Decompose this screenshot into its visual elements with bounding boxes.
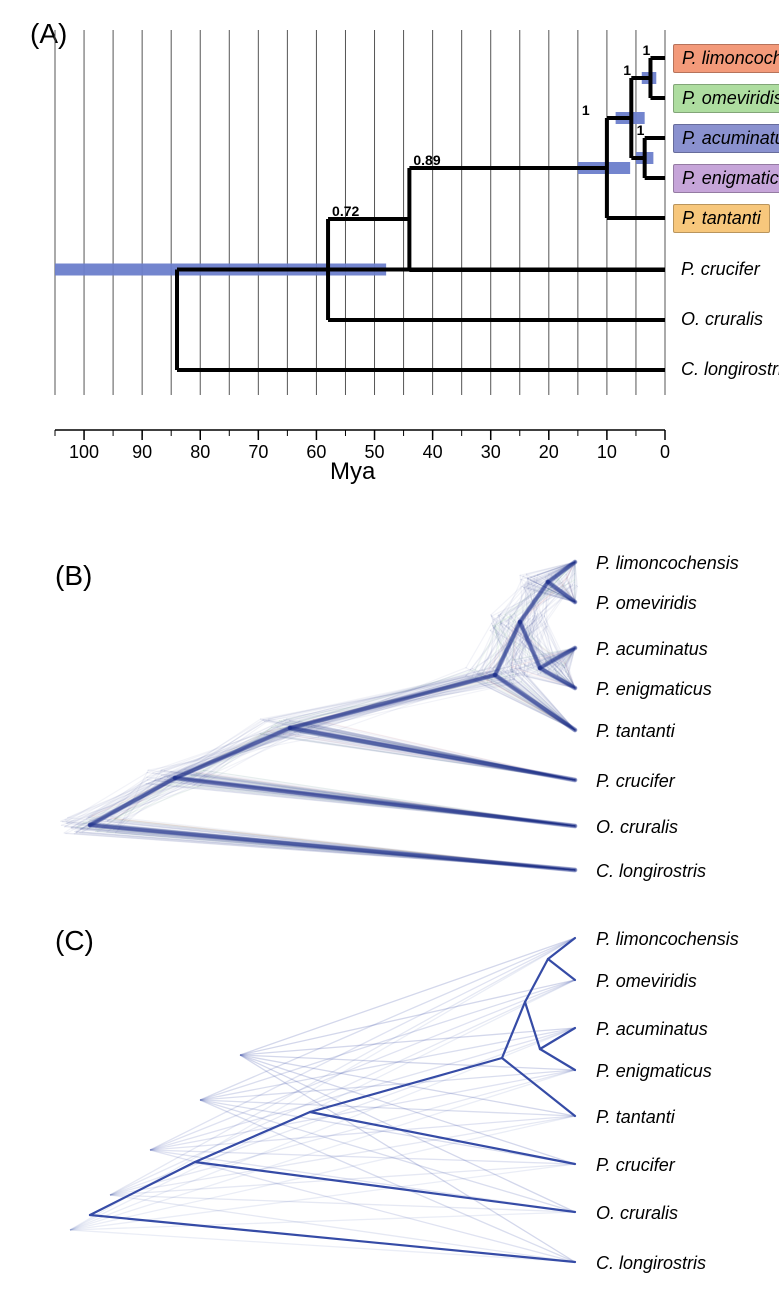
figure: (A) (B) (C) Mya 100908070605040302010011… bbox=[0, 0, 779, 1292]
tick-label: 10 bbox=[597, 442, 617, 463]
tick-label: 60 bbox=[306, 442, 326, 463]
tick-label: 70 bbox=[248, 442, 268, 463]
species-label: P. tantanti bbox=[588, 718, 683, 745]
species-label: P. crucifer bbox=[588, 1152, 683, 1179]
species-label: P. tantanti bbox=[588, 1104, 683, 1131]
support-value: 0.72 bbox=[332, 203, 359, 219]
support-value: 1 bbox=[642, 42, 650, 58]
species-label: O. cruralis bbox=[588, 1200, 686, 1227]
species-label: P. enigmaticus bbox=[673, 164, 779, 193]
species-label: C. longirostris bbox=[588, 858, 714, 885]
species-label: P. acuminatus bbox=[673, 124, 779, 153]
species-label: C. longirostris bbox=[673, 356, 779, 383]
species-label: P. omeviridis bbox=[588, 968, 705, 995]
support-value: 1 bbox=[582, 102, 590, 118]
species-label: P. crucifer bbox=[588, 768, 683, 795]
species-label: P. limoncochensis bbox=[588, 550, 747, 577]
species-label: P. acuminatus bbox=[588, 1016, 716, 1043]
species-label: P. limoncochensis bbox=[588, 926, 747, 953]
species-label: P. omeviridis bbox=[588, 590, 705, 617]
tick-label: 50 bbox=[365, 442, 385, 463]
tick-label: 30 bbox=[481, 442, 501, 463]
species-label: O. cruralis bbox=[673, 306, 771, 333]
tick-label: 0 bbox=[660, 442, 670, 463]
tick-label: 80 bbox=[190, 442, 210, 463]
tick-label: 90 bbox=[132, 442, 152, 463]
species-label: P. crucifer bbox=[673, 256, 768, 283]
species-label: P. limoncochensis bbox=[673, 44, 779, 73]
support-value: 0.89 bbox=[413, 152, 440, 168]
tick-label: 40 bbox=[423, 442, 443, 463]
species-label: P. enigmaticus bbox=[588, 676, 720, 703]
species-label: O. cruralis bbox=[588, 814, 686, 841]
species-label: P. enigmaticus bbox=[588, 1058, 720, 1085]
support-value: 1 bbox=[623, 62, 631, 78]
tick-label: 20 bbox=[539, 442, 559, 463]
species-label: P. acuminatus bbox=[588, 636, 716, 663]
species-label: C. longirostris bbox=[588, 1250, 714, 1277]
support-value: 1 bbox=[637, 122, 645, 138]
species-label: P. omeviridis bbox=[673, 84, 779, 113]
species-label: P. tantanti bbox=[673, 204, 770, 233]
tick-label: 100 bbox=[69, 442, 99, 463]
